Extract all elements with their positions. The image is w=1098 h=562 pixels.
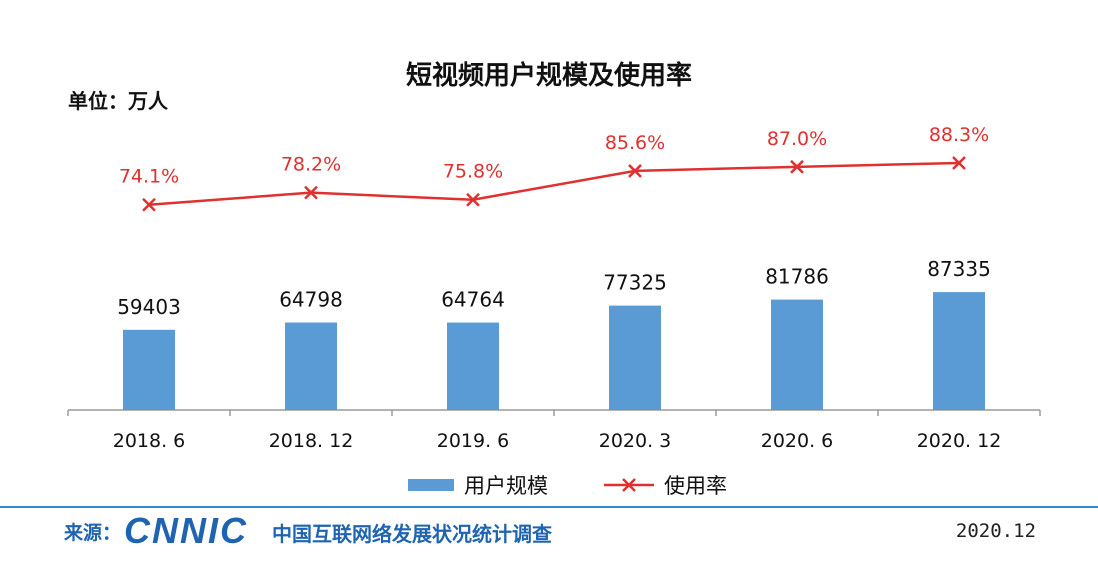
rate-marker [304,185,318,200]
legend-bar-label: 用户规模 [464,474,548,498]
chart-title: 短视频用户规模及使用率 [406,60,692,91]
chart: 短视频用户规模及使用率 单位：万人 59403 2018. 6 64798 2018.… [67,60,1041,498]
bar [609,305,661,410]
plot-area: 59403 2018. 6 64798 2018. 12 64764 2019. 6 773… [67,124,1041,452]
rate-line [148,161,960,206]
x-tick-label: 2019. 6 [437,430,510,452]
rate-value-label: 88.3% [929,124,989,146]
rate-value-label: 85.6% [605,132,665,154]
rate-value-label: 87.0% [767,128,827,150]
bar [123,329,175,410]
rate-marker [142,197,156,212]
x-tick-label: 2020. 6 [761,430,834,452]
legend-line-label: 使用率 [664,474,727,498]
x-tick-label: 2020. 12 [917,430,1002,452]
rate-marker [952,156,966,170]
source-name: 中国互联网络发展状况统计调查 [272,522,552,546]
rate-marker [790,159,804,174]
rate-marker [466,192,480,207]
source-footer: 来源： CNNIC 中国互联网络发展状况统计调查 2020.12 [0,506,1098,562]
rate-marker [628,164,642,178]
bar [285,322,337,410]
legend-line-marker [622,478,636,492]
x-tick-label: 2020. 3 [599,430,672,452]
legend-bar-swatch [408,479,454,491]
bar-value-label: 77325 [603,271,667,295]
rate-value-label: 75.8% [443,161,503,183]
bar [447,322,499,410]
x-tick-label: 2018. 6 [113,430,186,452]
source-label: 来源： [64,522,122,544]
bar-value-label: 64798 [279,288,343,312]
rate-value-label: 74.1% [119,166,179,188]
bar-value-label: 64764 [441,288,505,312]
bar-value-label: 81786 [765,265,829,289]
bar [771,299,823,410]
source-date: 2020.12 [955,520,1036,542]
legend: 用户规模 使用率 [408,474,727,498]
cnnic-logo: CNNIC [124,510,248,551]
rate-value-label: 78.2% [281,154,341,176]
bar [933,292,985,410]
bar-value-label: 59403 [117,295,181,319]
bar-value-label: 87335 [927,257,991,281]
x-tick-label: 2018. 12 [269,430,354,452]
unit-label: 单位：万人 [68,89,169,113]
